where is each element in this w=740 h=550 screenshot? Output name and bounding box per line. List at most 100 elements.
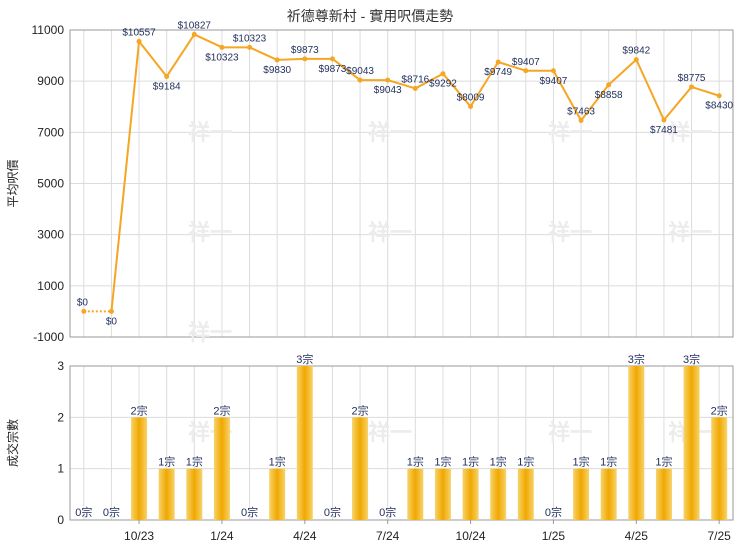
chart-title: 祈德尊新村 - 實用呎價走勢: [287, 8, 453, 24]
price-point: [440, 71, 446, 77]
price-line-segment: [277, 57, 305, 61]
price-point-label: $9184: [153, 81, 181, 92]
watermark: 祥一: [548, 420, 592, 446]
volume-bar-label: 1宗: [186, 455, 203, 469]
price-line-segment: [663, 86, 693, 121]
volume-bar: [213, 417, 230, 520]
price-line-segment: [580, 84, 610, 122]
price-point: [385, 77, 391, 83]
price-point-label: $9749: [484, 67, 512, 78]
price-point-label: $7463: [567, 106, 595, 117]
volume-bar-label: 0宗: [324, 505, 341, 519]
price-line-segment: [165, 33, 196, 78]
price-panel: -10001000300050007000900011000祥一祥一祥一祥一祥一…: [6, 20, 734, 346]
y-tick-label: 7000: [37, 125, 64, 139]
volume-bar-label: 1宗: [655, 455, 672, 469]
volume-bar-label: 2宗: [352, 403, 369, 417]
price-plot-frame: [69, 29, 734, 338]
price-point: [633, 57, 639, 63]
price-point: [191, 31, 197, 37]
volume-bar: [517, 468, 534, 520]
volume-bar: [711, 417, 728, 520]
volume-bar: [434, 468, 451, 520]
price-line-segment: [497, 61, 527, 72]
volume-panel: 0123祥一祥一祥一祥一成交宗數0宗0宗2宗1宗1宗2宗0宗1宗3宗0宗2宗0宗…: [5, 352, 734, 543]
price-point-label: $9043: [346, 66, 374, 77]
price-point: [136, 38, 142, 44]
volume-bar: [186, 468, 203, 520]
watermark: 祥一: [188, 320, 232, 346]
volume-bar-label: 1宗: [158, 455, 175, 469]
volume-bar: [490, 468, 507, 520]
price-line-segment: [442, 73, 472, 108]
volume-bar-label: 3宗: [628, 352, 645, 366]
y-tick-label: 11000: [32, 23, 65, 37]
price-point: [81, 308, 87, 314]
volume-bar-label: 0宗: [103, 505, 120, 519]
price-point: [661, 117, 667, 123]
x-tick-label: 1/25: [542, 529, 566, 543]
price-line-segment: [193, 33, 223, 49]
price-point-label: $10557: [122, 27, 156, 38]
volume-bar: [296, 366, 313, 520]
volume-axis-label: 成交宗數: [5, 419, 20, 467]
price-point-label: $7481: [650, 125, 678, 136]
price-point-label: $9842: [622, 46, 650, 57]
price-point: [108, 308, 114, 314]
price-line-segment: [552, 70, 582, 121]
price-line-segment: [331, 58, 361, 81]
volume-bar-label: 1宗: [269, 455, 286, 469]
y-tick-label: 2: [57, 410, 64, 424]
y-tick-label: -1000: [33, 330, 64, 344]
volume-bar: [462, 468, 479, 520]
price-line-segment: [691, 85, 720, 97]
volume-bar: [600, 468, 617, 520]
price-point-label: $9873: [291, 45, 319, 56]
volume-bar-label: 1宗: [407, 455, 424, 469]
price-point: [329, 56, 335, 62]
price-point: [357, 77, 363, 83]
price-point: [606, 82, 612, 88]
y-tick-label: 1000: [37, 279, 64, 293]
price-point-label: $0: [77, 297, 89, 308]
price-point-label: $10827: [178, 20, 212, 31]
volume-bar-label: 2宗: [711, 403, 728, 417]
volume-bar-label: 2宗: [213, 403, 230, 417]
x-tick-label: 7/25: [708, 529, 732, 543]
volume-bar: [158, 468, 175, 520]
volume-bar-label: 0宗: [379, 505, 396, 519]
watermark: 祥一: [548, 220, 592, 246]
watermark: 祥一: [188, 120, 232, 146]
price-point: [219, 44, 225, 50]
watermark: 祥一: [368, 120, 412, 146]
x-tick-label: 7/24: [376, 529, 400, 543]
price-point-label: $10323: [205, 52, 239, 63]
price-point: [578, 117, 584, 123]
volume-plot-frame: [69, 365, 734, 521]
volume-bar-label: 0宗: [75, 505, 92, 519]
volume-bar: [407, 468, 424, 520]
y-tick-label: 3000: [37, 228, 64, 242]
price-line-segment: [608, 58, 637, 86]
price-point-label: $8858: [595, 90, 623, 101]
price-point: [164, 73, 170, 79]
price-point-label: $9407: [540, 76, 568, 87]
price-point-label: $9830: [263, 65, 291, 76]
price-point: [302, 56, 308, 62]
volume-bar-label: 3宗: [683, 352, 700, 366]
price-point: [689, 84, 695, 90]
watermark: 祥一: [368, 420, 412, 446]
volume-bar-label: 1宗: [573, 455, 590, 469]
volume-bar-label: 0宗: [241, 505, 258, 519]
volume-bar: [573, 468, 590, 520]
price-point-label: $10323: [233, 33, 267, 44]
x-tick-label: 10/24: [456, 529, 486, 543]
volume-bar-label: 3宗: [296, 352, 313, 366]
volume-bar-label: 1宗: [434, 455, 451, 469]
price-line-segment: [635, 59, 665, 121]
watermark: 祥一: [668, 120, 712, 146]
volume-bar-label: 0宗: [545, 505, 562, 519]
watermark: 祥一: [188, 220, 232, 246]
volume-bar-label: 2宗: [131, 403, 148, 417]
